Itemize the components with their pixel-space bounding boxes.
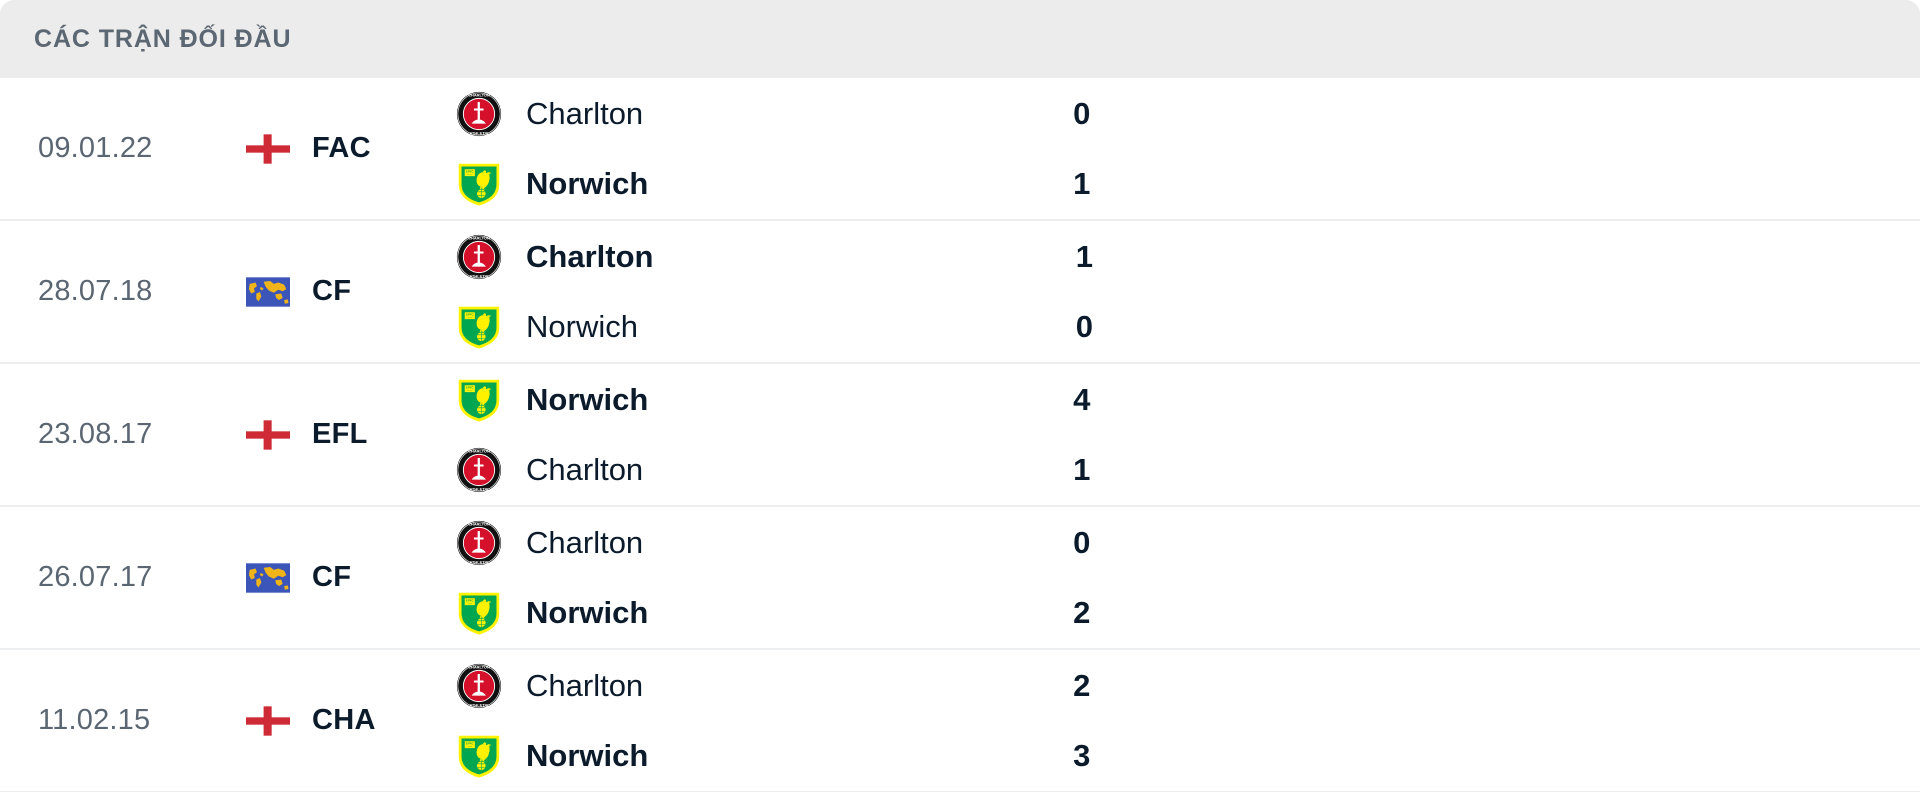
- match-date: 09.01.22: [38, 132, 153, 164]
- home-score: 0: [1073, 95, 1091, 131]
- svg-text:ATHLETIC: ATHLETIC: [469, 486, 488, 491]
- svg-text:~~~: ~~~: [467, 389, 472, 392]
- home-team-name: Charlton: [526, 524, 644, 560]
- england-flag-icon: [246, 705, 290, 736]
- match-date: 26.07.17: [38, 561, 153, 593]
- home-score: 1: [1075, 238, 1093, 274]
- home-score: 0: [1073, 524, 1091, 560]
- teams-cell: CHARLTON ATHLETIC Charlton EPFC ~~~ Nor: [442, 520, 1049, 636]
- teams-cell: CHARLTON ATHLETIC Charlton EPFC ~~~ Nor: [442, 663, 1049, 779]
- competition-cell[interactable]: EFL: [232, 418, 442, 451]
- svg-text:EPFC: EPFC: [466, 741, 473, 745]
- away-score: 3: [1073, 737, 1091, 773]
- match-row[interactable]: 23.08.17 EFL EPFC ~~~ Norwich: [0, 364, 1920, 507]
- home-team-name: Charlton: [526, 95, 644, 131]
- away-team-name: Norwich: [526, 737, 649, 773]
- teams-cell: CHARLTON ATHLETIC Charlton EPFC ~~~ Nor: [442, 234, 1052, 350]
- home-team-name: Charlton: [526, 238, 654, 274]
- charlton-badge-icon: CHARLTON ATHLETIC: [456, 663, 502, 708]
- teams-cell: CHARLTON ATHLETIC Charlton EPFC ~~~ Nor: [442, 91, 1049, 207]
- england-flag-icon: [246, 133, 290, 164]
- norwich-badge-icon: EPFC ~~~: [458, 163, 500, 206]
- charlton-badge-icon: CHARLTON ATHLETIC: [456, 520, 502, 565]
- competition-cell[interactable]: CF: [232, 561, 442, 594]
- svg-text:CHARLTON: CHARLTON: [468, 664, 490, 669]
- svg-text:EPFC: EPFC: [466, 312, 473, 316]
- competition-code: CF: [312, 561, 352, 593]
- away-team[interactable]: EPFC ~~~ Norwich: [456, 304, 1052, 350]
- competition-cell[interactable]: FAC: [232, 132, 442, 165]
- svg-text:ATHLETIC: ATHLETIC: [469, 273, 488, 278]
- widget-header: CÁC TRẬN ĐỐI ĐẦU: [0, 0, 1920, 78]
- match-row[interactable]: 26.07.17 CF CHARLTON ATHLETIC Charlton: [0, 507, 1920, 650]
- away-team-name: Norwich: [526, 165, 649, 201]
- svg-text:~~~: ~~~: [467, 745, 472, 748]
- away-score: 1: [1073, 165, 1091, 201]
- home-team[interactable]: CHARLTON ATHLETIC Charlton: [456, 91, 1049, 137]
- svg-text:EPFC: EPFC: [466, 598, 473, 602]
- charlton-badge-icon: CHARLTON ATHLETIC: [456, 91, 502, 136]
- home-team[interactable]: CHARLTON ATHLETIC Charlton: [456, 520, 1049, 566]
- svg-text:~~~: ~~~: [467, 316, 472, 319]
- home-team[interactable]: CHARLTON ATHLETIC Charlton: [456, 663, 1049, 709]
- norwich-badge-icon: EPFC ~~~: [458, 592, 500, 635]
- match-date: 23.08.17: [38, 418, 153, 450]
- away-score: 1: [1073, 451, 1091, 487]
- home-team[interactable]: EPFC ~~~ Norwich: [456, 377, 1049, 423]
- world-flag-icon: [246, 276, 290, 307]
- norwich-badge-icon: EPFC ~~~: [458, 306, 500, 349]
- home-score: 2: [1073, 667, 1091, 703]
- match-row[interactable]: 11.02.15 CHA CHARLTON ATHLETIC Charlton …: [0, 650, 1920, 792]
- away-team[interactable]: CHARLTON ATHLETIC Charlton: [456, 447, 1049, 493]
- match-date: 28.07.18: [38, 275, 153, 307]
- teams-cell: EPFC ~~~ Norwich CHARLTON: [442, 377, 1049, 493]
- competition-code: CF: [312, 275, 352, 307]
- away-team-name: Norwich: [526, 308, 638, 344]
- away-score: 2: [1073, 594, 1091, 630]
- charlton-badge-icon: CHARLTON ATHLETIC: [456, 447, 502, 492]
- svg-text:ATHLETIC: ATHLETIC: [469, 559, 488, 564]
- away-team[interactable]: EPFC ~~~ Norwich: [456, 590, 1049, 636]
- svg-text:~~~: ~~~: [467, 173, 472, 176]
- norwich-badge-icon: EPFC ~~~: [458, 379, 500, 422]
- match-date: 11.02.15: [38, 704, 151, 736]
- svg-text:CHARLTON: CHARLTON: [468, 448, 490, 453]
- page-title: CÁC TRẬN ĐỐI ĐẦU: [34, 24, 292, 53]
- match-row[interactable]: 28.07.18 CF CHARLTON ATHLETIC Charlton: [0, 221, 1920, 364]
- svg-text:CHARLTON: CHARLTON: [468, 92, 490, 97]
- away-team[interactable]: EPFC ~~~ Norwich: [456, 161, 1049, 207]
- away-team-name: Norwich: [526, 594, 649, 630]
- norwich-badge-icon: EPFC ~~~: [458, 735, 500, 778]
- svg-text:ATHLETIC: ATHLETIC: [469, 130, 488, 135]
- competition-code: CHA: [312, 704, 376, 736]
- away-score: 0: [1075, 308, 1093, 344]
- home-team[interactable]: CHARLTON ATHLETIC Charlton: [456, 234, 1052, 280]
- england-flag-icon: [246, 419, 290, 450]
- competition-code: FAC: [312, 132, 371, 164]
- match-row[interactable]: 09.01.22 FAC CHARLTON ATHLETIC Charlton …: [0, 78, 1920, 221]
- home-team-name: Norwich: [526, 381, 649, 417]
- svg-text:CHARLTON: CHARLTON: [468, 235, 490, 240]
- away-team-name: Charlton: [526, 451, 644, 487]
- svg-text:EPFC: EPFC: [466, 385, 473, 389]
- svg-text:CHARLTON: CHARLTON: [468, 521, 490, 526]
- home-team-name: Charlton: [526, 667, 644, 703]
- svg-text:EPFC: EPFC: [466, 169, 473, 173]
- match-list: 09.01.22 FAC CHARLTON ATHLETIC Charlton …: [0, 78, 1920, 792]
- charlton-badge-icon: CHARLTON ATHLETIC: [456, 234, 502, 279]
- competition-code: EFL: [312, 418, 368, 450]
- svg-text:~~~: ~~~: [467, 602, 472, 605]
- home-score: 4: [1073, 381, 1091, 417]
- competition-cell[interactable]: CF: [232, 275, 442, 308]
- world-flag-icon: [246, 562, 290, 593]
- svg-text:ATHLETIC: ATHLETIC: [469, 702, 488, 707]
- competition-cell[interactable]: CHA: [232, 704, 442, 737]
- away-team[interactable]: EPFC ~~~ Norwich: [456, 733, 1049, 779]
